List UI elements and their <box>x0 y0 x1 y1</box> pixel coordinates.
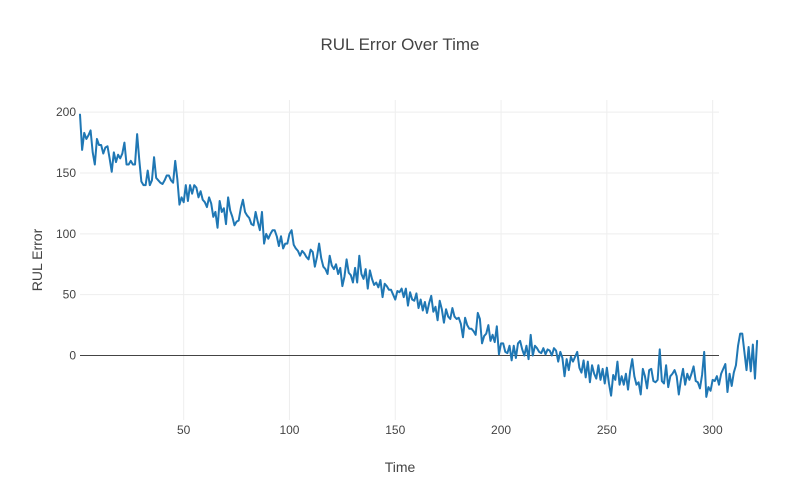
y-tick-label-0: 0 <box>69 349 76 363</box>
chart-title: RUL Error Over Time <box>320 35 479 54</box>
y-tick-label-200: 200 <box>56 105 76 119</box>
x-tick-label-200: 200 <box>491 423 511 437</box>
x-axis-ticks: 50 100 150 200 250 300 <box>177 423 723 437</box>
series-group <box>79 113 759 398</box>
y-tick-label-150: 150 <box>56 166 76 180</box>
y-axis-title: RUL Error <box>29 228 45 291</box>
x-tick-label-250: 250 <box>597 423 617 437</box>
x-tick-label-150: 150 <box>385 423 405 437</box>
series-line-1 <box>79 113 759 398</box>
x-axis-title: Time <box>385 459 416 475</box>
y-axis-ticks: 0 50 100 150 200 <box>56 105 76 362</box>
x-tick-label-50: 50 <box>177 423 191 437</box>
y-tick-label-50: 50 <box>63 288 77 302</box>
gridlines <box>80 100 719 420</box>
y-tick-label-100: 100 <box>56 227 76 241</box>
x-tick-label-100: 100 <box>279 423 299 437</box>
x-tick-label-300: 300 <box>703 423 723 437</box>
